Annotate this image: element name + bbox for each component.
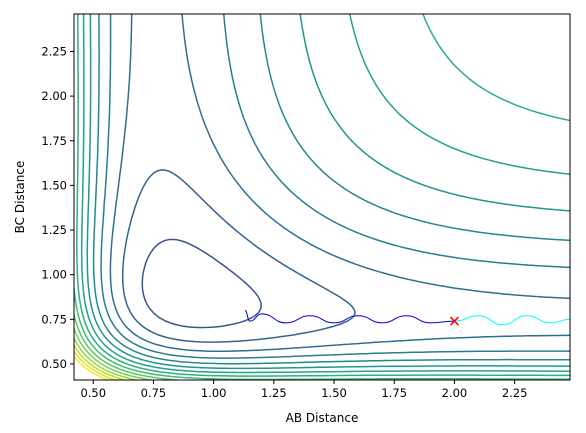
trajectory-line bbox=[244, 309, 455, 324]
x-axis-label: AB Distance bbox=[286, 411, 359, 425]
y-tick-label: 0.50 bbox=[41, 357, 67, 371]
x-tick-label: 2.00 bbox=[442, 386, 468, 400]
y-tick-label: 0.75 bbox=[41, 312, 67, 326]
contour-level bbox=[74, 344, 126, 380]
contour-level bbox=[141, 238, 262, 329]
x-axis-ticks: 0.50 0.75 1.00 1.25 1.50 1.75 2.00 2.25 bbox=[80, 380, 527, 400]
plot-background bbox=[74, 14, 570, 380]
y-tick-label: 1.25 bbox=[41, 223, 67, 237]
y-axis-label: BC Distance bbox=[13, 161, 27, 234]
contour-level bbox=[74, 287, 570, 380]
x-marker bbox=[449, 316, 459, 326]
y-tick-label: 1.50 bbox=[41, 178, 67, 192]
contour-level bbox=[92, 14, 570, 365]
contour-level bbox=[121, 169, 356, 343]
contour-level bbox=[76, 14, 570, 377]
y-tick-label: 2.25 bbox=[41, 44, 67, 58]
x-tick-label: 2.25 bbox=[502, 386, 528, 400]
y-tick-label: 1.75 bbox=[41, 134, 67, 148]
y-axis-ticks: 0.50 0.75 1.00 1.25 1.50 1.75 2.00 2.25 bbox=[41, 44, 74, 371]
contour-level bbox=[74, 350, 117, 380]
y-tick-label: 1.00 bbox=[41, 268, 67, 282]
contour-level bbox=[86, 14, 570, 370]
x-tick-label: 1.75 bbox=[381, 386, 407, 400]
x-tick-label: 0.50 bbox=[80, 386, 106, 400]
x-tick-label: 1.25 bbox=[261, 386, 287, 400]
y-tick-label: 2.00 bbox=[41, 89, 67, 103]
plot-frame bbox=[73, 13, 571, 381]
trajectory-lines bbox=[244, 309, 570, 326]
x-tick-label: 1.50 bbox=[321, 386, 347, 400]
trajectory-line bbox=[454, 315, 570, 326]
contour-level bbox=[100, 14, 570, 359]
x-tick-label: 1.00 bbox=[201, 386, 227, 400]
start-marker bbox=[449, 316, 459, 326]
x-tick-label: 0.75 bbox=[141, 386, 167, 400]
contour-level bbox=[80, 14, 570, 374]
contour-lines bbox=[74, 14, 570, 380]
contour-level bbox=[109, 14, 570, 352]
contour-level bbox=[74, 355, 109, 380]
